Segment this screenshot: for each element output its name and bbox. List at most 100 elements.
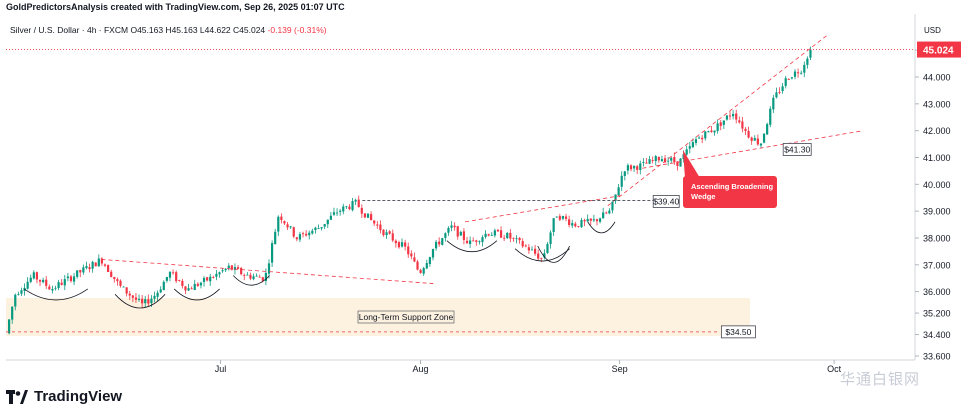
level-label-3450-box [720, 325, 756, 339]
callout-text-line1: Ascending Broadening [691, 182, 774, 191]
candle-body [199, 282, 203, 286]
candle-body [595, 219, 599, 222]
candle-body [592, 219, 595, 221]
candle-body [441, 238, 444, 245]
candle-body [787, 79, 790, 80]
candle-body [555, 216, 558, 218]
candle-body [209, 276, 212, 282]
candle-body [781, 86, 784, 92]
candle-body [762, 133, 766, 143]
candle-body [122, 286, 125, 288]
cup-arc [537, 245, 570, 263]
candle-body [552, 218, 555, 233]
candle-body [633, 165, 636, 169]
tradingview-icon [6, 389, 28, 404]
candle-body [230, 265, 233, 270]
candle-body [673, 157, 676, 163]
candle-body [738, 120, 741, 123]
candle-body [766, 124, 769, 135]
candle-body [153, 295, 156, 299]
candle-body [215, 273, 218, 277]
candle-body [206, 277, 209, 281]
candle-body [17, 294, 20, 295]
breakout-line [464, 194, 625, 223]
candle-body [379, 224, 382, 231]
chart-credit: GoldPredictorsAnalysis created with Trad… [6, 2, 345, 12]
wedge-upper-line [607, 33, 829, 207]
cup-arc [446, 240, 498, 253]
candle-body [125, 287, 128, 294]
candle-body [512, 237, 515, 239]
candle-body [357, 199, 360, 208]
candle-body [85, 266, 88, 269]
candle-body [586, 218, 589, 222]
cup-arc [23, 288, 89, 301]
price-tick-label: 39.000 [923, 207, 951, 217]
candle-body [608, 210, 611, 214]
candle-body [236, 267, 240, 269]
candle-body [487, 234, 490, 236]
candle-body [51, 289, 54, 291]
candle-body [171, 272, 175, 274]
candle-body [663, 158, 667, 163]
candle-body [305, 233, 308, 236]
candle-body [602, 212, 605, 219]
candle-body [533, 248, 537, 254]
candle-body [29, 277, 32, 282]
candle-body [270, 243, 274, 263]
currency-label: USD [924, 26, 941, 35]
candle-body [691, 142, 694, 148]
tradingview-logo[interactable]: TradingView [6, 388, 122, 405]
candle-body [450, 225, 453, 228]
candle-body [94, 262, 97, 267]
time-tick-label: Oct [827, 364, 842, 374]
candle-body [657, 157, 660, 161]
level-label-3450-text: $34.50 [725, 327, 751, 337]
zone-label-text: Long-Term Support Zone [359, 312, 454, 322]
candle-body [119, 280, 122, 286]
candle-body [88, 267, 91, 270]
candle-body [694, 139, 698, 143]
candle-body [323, 224, 326, 227]
candle-body [710, 130, 713, 133]
time-tick-label: Jul [215, 364, 227, 374]
candle-body [156, 292, 159, 297]
candle-body [475, 240, 478, 242]
candle-body [462, 231, 466, 240]
candle-body [722, 120, 725, 125]
candle-body [701, 137, 704, 140]
candle-body [716, 123, 719, 131]
candle-body [308, 232, 311, 236]
candle-body [131, 295, 134, 298]
wedge-lower-line [642, 130, 864, 169]
candle-body [286, 224, 289, 228]
candle-body [496, 229, 500, 232]
candle-body [499, 230, 503, 238]
candle-body [642, 162, 645, 163]
candle-body [144, 299, 147, 304]
cup-arc [232, 275, 270, 286]
level-label-4130-text: $41.30 [784, 144, 810, 154]
candle-body [314, 227, 317, 231]
candle-body [385, 232, 388, 236]
candle-body [38, 279, 42, 282]
candle-body [329, 215, 332, 220]
candle-body [249, 274, 252, 279]
candle-body [175, 272, 178, 282]
candle-body [301, 233, 305, 235]
candles [7, 46, 812, 335]
candle-body [165, 277, 168, 281]
candle-body [342, 206, 345, 212]
candle-body [425, 263, 428, 269]
candle-body [261, 277, 264, 281]
candle-body [128, 293, 131, 296]
candle-body [537, 253, 540, 259]
candle-body [660, 159, 664, 162]
candle-body [283, 221, 286, 224]
cup-arc [514, 248, 570, 262]
candle-body [580, 220, 583, 228]
candle-body [147, 299, 150, 304]
candle-body [317, 228, 320, 229]
candle-body [583, 220, 586, 222]
